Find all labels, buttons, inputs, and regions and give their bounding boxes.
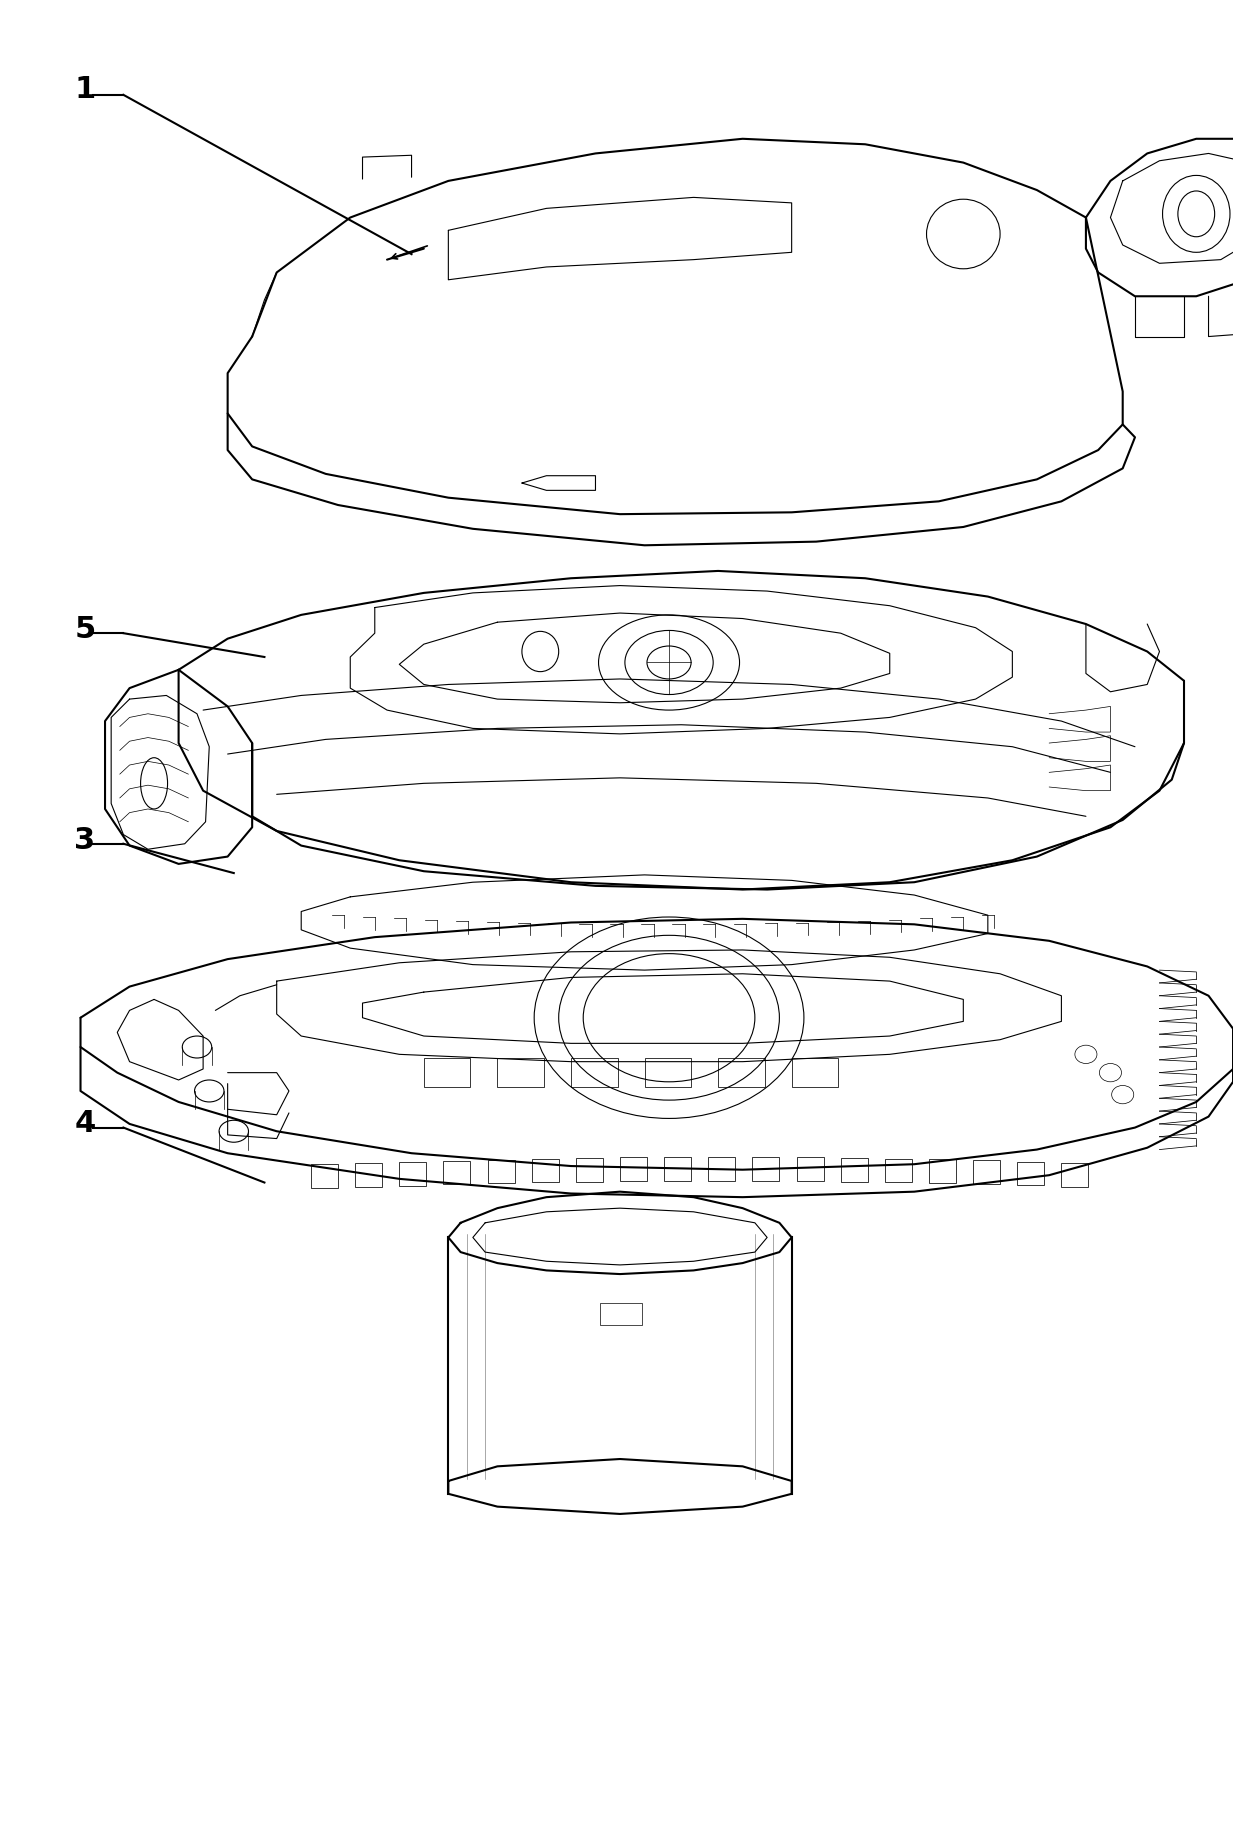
Bar xyxy=(753,1157,780,1181)
Bar xyxy=(645,1057,691,1087)
Bar xyxy=(620,1157,647,1181)
Bar xyxy=(355,1162,382,1186)
Bar xyxy=(1017,1162,1044,1184)
Text: 4: 4 xyxy=(74,1109,95,1138)
Bar xyxy=(311,1164,339,1188)
Bar xyxy=(444,1161,470,1184)
Bar xyxy=(487,1159,515,1183)
Text: 1: 1 xyxy=(74,76,95,103)
Text: 5: 5 xyxy=(74,614,95,644)
Bar xyxy=(600,1303,642,1325)
Bar xyxy=(885,1159,911,1183)
Bar xyxy=(929,1159,956,1183)
Bar xyxy=(791,1057,838,1087)
Bar xyxy=(1061,1162,1089,1186)
Bar xyxy=(399,1162,427,1186)
Bar xyxy=(841,1159,868,1181)
Bar xyxy=(708,1157,735,1181)
Bar xyxy=(973,1161,1001,1184)
Bar xyxy=(575,1159,603,1181)
Text: 3: 3 xyxy=(74,825,95,854)
Bar xyxy=(424,1057,470,1087)
Bar xyxy=(497,1057,544,1087)
Bar xyxy=(570,1057,618,1087)
Bar xyxy=(796,1157,823,1181)
Bar xyxy=(718,1057,765,1087)
Bar xyxy=(532,1159,559,1183)
Bar xyxy=(665,1157,691,1181)
